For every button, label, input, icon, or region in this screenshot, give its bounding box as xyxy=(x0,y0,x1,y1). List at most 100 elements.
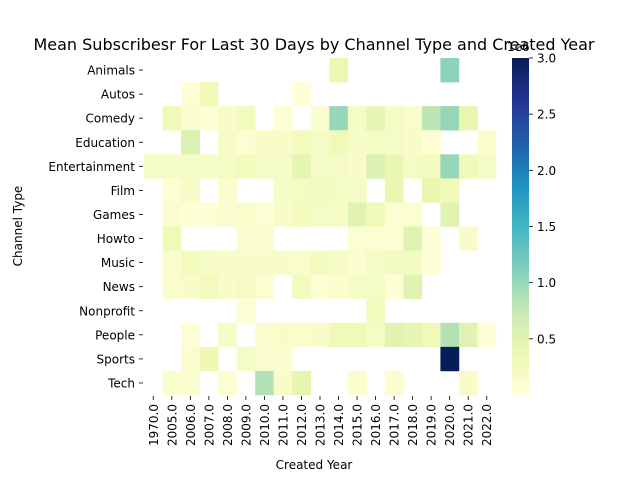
heatmap-cell xyxy=(384,226,404,251)
heatmap-cell xyxy=(199,202,219,227)
heatmap-cell xyxy=(384,130,404,155)
heatmap-cell xyxy=(162,274,182,300)
colorbar-tick-label: 2.5 xyxy=(537,108,556,122)
heatmap-cell xyxy=(292,274,312,300)
x-tick-label: 2021.0 xyxy=(462,404,476,446)
heatmap-cell xyxy=(292,178,312,203)
heatmap-cell xyxy=(218,370,237,396)
y-tick-label: Education xyxy=(75,136,135,150)
heatmap-cell xyxy=(181,106,200,131)
heatmap-cell xyxy=(162,202,182,227)
heatmap-cell xyxy=(236,202,256,227)
heatmap-cell xyxy=(329,202,349,227)
heatmap-cell xyxy=(384,274,404,300)
heatmap-cell xyxy=(403,250,423,275)
heatmap-cell xyxy=(310,250,330,275)
heatmap-cell xyxy=(273,106,293,131)
heatmap-cell xyxy=(403,130,423,155)
heatmap-cell xyxy=(347,130,367,155)
x-tick-label: 2022.0 xyxy=(480,404,494,446)
heatmap-cell xyxy=(329,58,349,83)
heatmap-cell xyxy=(403,154,423,179)
heatmap-cell xyxy=(273,346,293,372)
y-tick-label: Comedy xyxy=(85,112,135,126)
heatmap-cell xyxy=(384,370,404,396)
heatmap-cell xyxy=(199,346,219,372)
y-tick-label: Music xyxy=(101,256,135,270)
heatmap-cell xyxy=(347,250,367,275)
heatmap-cell xyxy=(329,322,349,348)
y-tick-label: Nonprofit xyxy=(79,304,135,318)
heatmap-cell xyxy=(144,154,163,179)
heatmap-cell xyxy=(199,106,219,131)
heatmap-cell xyxy=(162,154,182,179)
heatmap-cell xyxy=(440,202,460,227)
y-axis-label: Channel Type xyxy=(11,186,25,267)
heatmap-cell xyxy=(366,154,386,179)
chart-title: Mean Subscribesr For Last 30 Days by Cha… xyxy=(33,35,594,54)
heatmap-cell xyxy=(421,106,441,131)
x-axis-ticks: 1970.0 2005.0 2006.0 2007.0 2008.0 2009.0 2010… xyxy=(147,396,494,446)
heatmap-cell xyxy=(255,346,274,372)
heatmap-cell xyxy=(181,130,200,155)
heatmap-cell xyxy=(421,250,441,275)
heatmap-cell xyxy=(329,250,349,275)
heatmap-cell xyxy=(162,370,182,396)
heatmap-cell xyxy=(403,202,423,227)
heatmap-cell xyxy=(292,370,312,396)
heatmap-cell xyxy=(366,250,386,275)
heatmap-cell xyxy=(181,250,200,275)
heatmap-cell xyxy=(477,322,497,348)
colorbar-tick-label: 3.0 xyxy=(537,52,556,66)
heatmap-cell xyxy=(255,322,274,348)
heatmap-cell xyxy=(440,154,460,179)
heatmap-cell xyxy=(218,250,237,275)
heatmap-cell xyxy=(218,274,237,300)
heatmap-cell xyxy=(347,178,367,203)
heatmap-cell xyxy=(236,346,256,372)
heatmap-cell xyxy=(218,154,237,179)
heatmap-cell xyxy=(218,178,237,203)
heatmap-cell xyxy=(255,130,274,155)
heatmap-cell xyxy=(384,202,404,227)
heatmap-cell xyxy=(273,154,293,179)
heatmap-cell xyxy=(218,106,237,131)
heatmap-cell xyxy=(255,274,274,300)
heatmap-cell xyxy=(273,130,293,155)
x-tick-label: 2018.0 xyxy=(406,404,420,446)
heatmap-cell xyxy=(181,322,200,348)
x-tick-label: 2005.0 xyxy=(165,404,179,446)
heatmap-cell xyxy=(255,154,274,179)
x-tick-label: 2013.0 xyxy=(314,404,328,446)
heatmap-cell xyxy=(292,322,312,348)
heatmap-cell xyxy=(292,154,312,179)
x-tick-label: 2014.0 xyxy=(332,404,346,446)
heatmap-cell xyxy=(236,274,256,300)
heatmap-cell xyxy=(347,202,367,227)
heatmap-cell xyxy=(347,154,367,179)
x-tick-label: 2016.0 xyxy=(369,404,383,446)
heatmap-cell xyxy=(181,346,200,372)
heatmap-cell xyxy=(347,274,367,300)
heatmap-cell xyxy=(403,274,423,300)
heatmap-cell xyxy=(273,322,293,348)
heatmap-cell xyxy=(236,250,256,275)
heatmap-cell xyxy=(440,178,460,203)
heatmap-cell xyxy=(199,274,219,300)
colorbar-tick-label: 1.0 xyxy=(537,276,556,290)
heatmap-cells xyxy=(144,58,497,396)
heatmap-cell xyxy=(181,202,200,227)
heatmap-cell xyxy=(199,82,219,107)
heatmap-cell xyxy=(366,106,386,131)
x-tick-label: 2006.0 xyxy=(184,404,198,446)
heatmap-cell xyxy=(181,154,200,179)
heatmap-cell xyxy=(255,202,274,227)
x-tick-label: 2008.0 xyxy=(221,404,235,446)
colorbar-ticks: 0.5 1.0 1.5 2.0 2.5 3.0 xyxy=(529,52,556,346)
heatmap-cell xyxy=(236,106,256,131)
heatmap-cell xyxy=(310,178,330,203)
y-tick-label: Animals xyxy=(87,64,135,78)
x-tick-label: 2010.0 xyxy=(258,404,272,446)
heatmap-cell xyxy=(329,106,349,131)
heatmap-cell xyxy=(366,298,386,324)
